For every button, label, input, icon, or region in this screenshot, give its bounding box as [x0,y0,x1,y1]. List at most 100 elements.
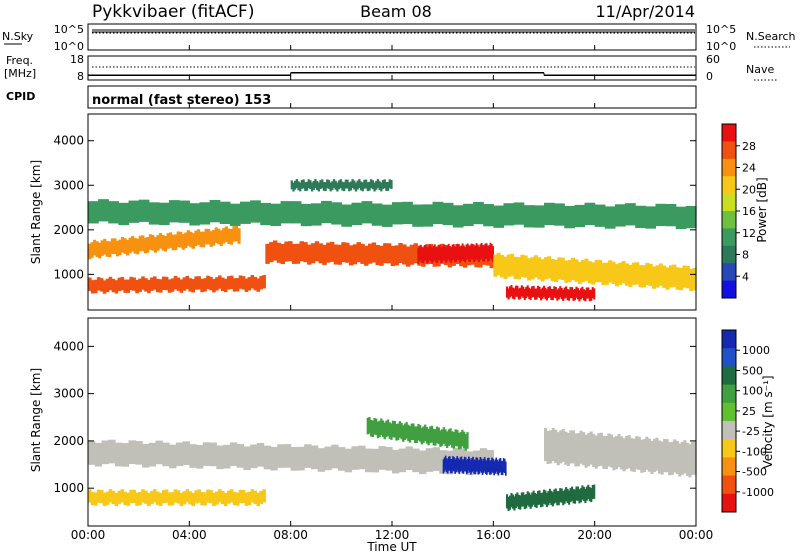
range-cell [487,458,489,473]
range-cell [370,420,373,437]
range-cell [569,430,573,464]
range-cell [511,287,514,299]
range-cell [445,458,448,473]
range-cell [371,180,375,190]
range-cell [329,241,335,262]
range-cell [346,179,349,189]
range-cell [118,202,130,226]
range-cell [477,460,480,475]
range-cell [204,228,208,245]
range-cell [150,277,154,291]
colorbar-tick-label: 100 [742,385,763,398]
range-cell [591,287,594,299]
range-cell [592,433,596,468]
range-cell [227,228,231,245]
range-cell [385,182,388,191]
range-cell [402,425,405,442]
velocity-heatmap [88,417,697,512]
range-cell [675,440,679,475]
range-cell [96,277,101,291]
range-cell [383,179,386,189]
range-cell [668,442,672,476]
range-cell [454,459,456,474]
range-cell [637,436,641,470]
colorbar-tick-label: -500 [742,466,767,479]
range-cell [565,487,568,502]
range-cell [100,240,104,256]
colorbar-swatch [722,439,736,458]
range-cell [557,257,562,280]
range-cell [250,444,258,469]
range-cell [277,444,285,468]
range-cell [692,268,697,291]
range-cell [236,444,244,468]
range-cell [531,492,534,507]
range-cell [93,492,98,506]
range-cell [339,179,342,189]
range-cell [446,245,449,262]
range-cell [451,244,454,261]
range-cell [689,268,694,292]
range-cell [105,241,109,257]
range-cell [459,457,462,472]
range-cell [464,246,467,263]
range-cell [576,486,580,501]
range-cell [128,200,140,223]
range-cell [415,426,418,443]
range-cell [253,490,258,504]
range-cell [510,492,513,508]
range-cell [129,276,133,291]
range-cell [591,262,596,285]
range-cell [98,242,102,259]
nave-right-tick-top: 60 [706,53,720,66]
colorbar-swatch [722,330,736,349]
range-cell [334,180,337,190]
range-cell [117,277,122,292]
range-cell [398,421,402,438]
range-cell [542,285,546,297]
range-cell [132,489,136,503]
range-cell [579,430,583,464]
range-cell [601,262,606,286]
range-cell [496,459,499,475]
range-cell [221,491,225,505]
range-cell [514,285,517,297]
range-cell [632,438,636,472]
range-cell [489,242,492,259]
range-cell [587,261,592,284]
range-cell [175,442,184,467]
range-cell [256,443,265,467]
range-cell [363,179,366,189]
range-cell [635,205,646,229]
range-cell [226,276,231,290]
range-cell [614,204,626,227]
range-cell [645,206,657,229]
range-cell [182,491,187,505]
range-cell [295,243,301,264]
range-cell [551,288,554,301]
range-cell [658,263,663,286]
range-cell [614,264,619,287]
range-cell [304,444,312,468]
y-tick-label: 4000 [53,134,84,148]
range-cell [158,202,170,225]
range-cell [584,434,588,468]
range-cell [470,460,472,475]
range-cell [473,201,484,225]
range-cell [283,444,292,468]
range-cell [380,418,383,436]
range-cell [488,245,491,261]
range-cell [442,244,445,260]
range-cell [513,202,525,225]
range-cell [530,257,535,280]
range-cell [182,441,190,465]
range-cell [333,244,339,265]
range-cell [508,286,512,298]
range-cell [412,448,420,473]
range-cell [402,244,407,265]
range-cell [276,242,282,263]
range-cell [590,289,593,301]
range-cell [322,181,326,191]
range-cell [597,433,601,467]
range-cell [395,424,398,441]
